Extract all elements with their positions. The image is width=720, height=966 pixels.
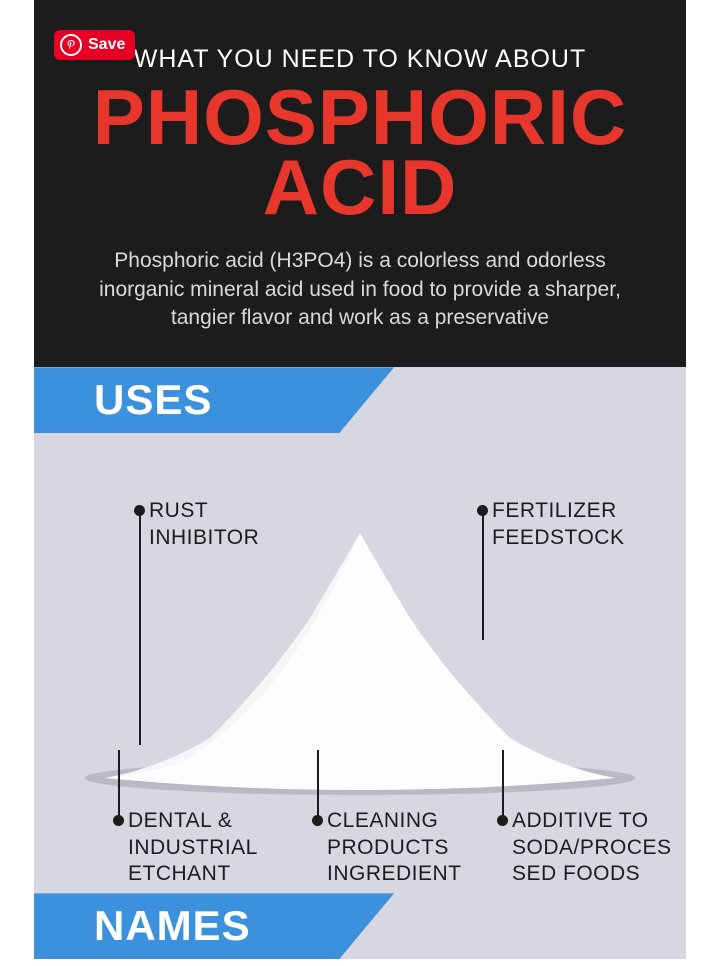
use-item-label: ADDITIVE TO SODA/PROCES SED FOODS <box>512 808 672 887</box>
use-connector-line <box>482 510 484 640</box>
save-label: Save <box>88 36 125 54</box>
uses-banner: USES <box>34 367 686 433</box>
names-banner: NAMES <box>34 893 686 959</box>
infographic-container: Save WHAT YOU NEED TO KNOW ABOUT PHOSPHO… <box>0 0 720 966</box>
use-connector-line <box>118 750 120 820</box>
pinterest-icon <box>60 34 82 56</box>
save-button[interactable]: Save <box>54 30 135 60</box>
header-subtitle: WHAT YOU NEED TO KNOW ABOUT <box>74 45 646 74</box>
uses-banner-label: USES <box>94 376 212 424</box>
use-item-label: CLEANING PRODUCTS INGREDIENT <box>327 808 462 887</box>
use-item-label: FERTILIZER FEEDSTOCK <box>492 498 624 551</box>
use-connector-line <box>502 750 504 820</box>
use-item-label: RUST INHIBITOR <box>149 498 259 551</box>
use-connector-line <box>317 750 319 820</box>
use-connector-line <box>139 510 141 745</box>
uses-body: RUST INHIBITOR FERTILIZER FEEDSTOCK DENTAL… <box>34 433 686 893</box>
names-banner-shape: NAMES <box>34 893 394 959</box>
powder-pile-graphic <box>80 528 640 798</box>
header-title: PHOSPHORIC ACID <box>74 82 646 222</box>
names-banner-label: NAMES <box>94 902 251 950</box>
header-description: Phosphoric acid (H3PO4) is a colorless a… <box>74 247 646 332</box>
use-item-label: DENTAL & INDUSTRIAL ETCHANT <box>128 808 258 887</box>
uses-banner-shape: USES <box>34 367 394 433</box>
